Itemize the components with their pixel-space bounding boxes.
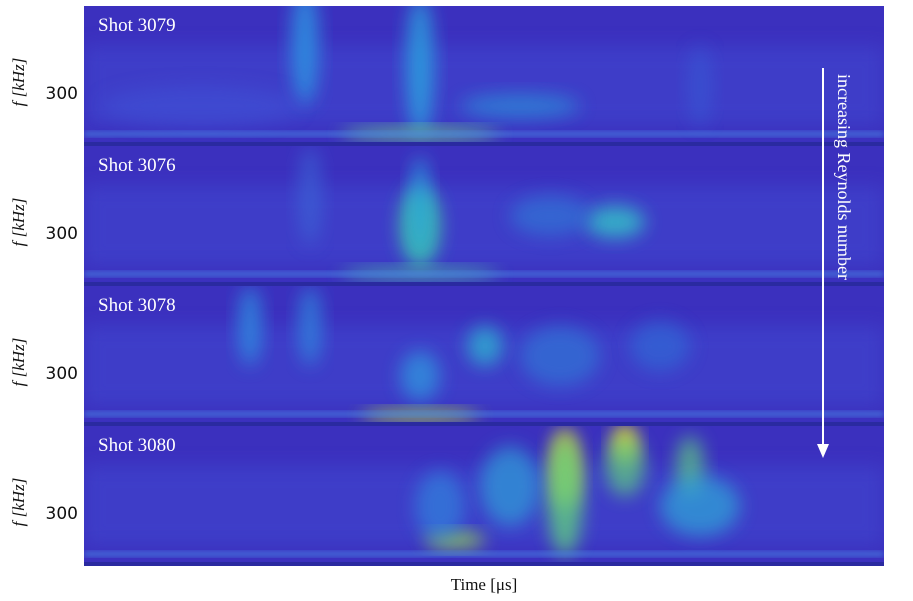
x-axis-label: Time [μs] [451,575,518,594]
spectral-feature [688,46,712,126]
panel: Shot 3079 [84,6,884,146]
spectral-feature [298,286,322,366]
y-axis-label: f [kHz] [9,338,28,387]
spectral-feature [630,321,690,371]
panel-bottom [84,142,884,146]
panel-title: Shot 3080 [98,435,176,456]
panel-bottom [84,562,884,566]
arrow-head [817,444,829,458]
y-tick-label: 300 [46,504,78,524]
panel-title: Shot 3078 [98,295,176,316]
annotation: increasing Reynolds number [834,74,854,280]
y-axis-label: f [kHz] [9,198,28,247]
spectral-feature [460,94,580,118]
panel-glow [84,186,884,266]
spectral-feature [547,436,583,556]
panel-bottom [84,422,884,426]
panels: Shot 3079 300 f [kHz] Shot 3076 300 f [kHz] Sh… [9,6,884,566]
spectral-feature [298,146,322,246]
y-tick-label: 300 [46,84,78,104]
y-axis-label: f [kHz] [9,58,28,107]
low-frequency-band [84,272,884,276]
spectral-feature [480,446,540,526]
panel: Shot 3080 [84,426,884,566]
panel-bottom [84,282,884,286]
y-tick-label: 300 [46,224,78,244]
spectral-feature [400,351,440,401]
y-axis-label: f [kHz] [9,478,28,527]
spectral-feature [520,326,600,386]
spectral-feature [467,326,503,366]
spectral-feature [406,6,434,136]
low-frequency-band [84,132,884,136]
spectral-feature [660,476,740,536]
spectral-feature [585,206,645,238]
low-frequency-band [84,412,884,416]
panel-title: Shot 3079 [98,15,176,36]
spectral-feature [410,156,430,256]
spectral-feature [100,86,300,126]
low-frequency-band [84,552,884,556]
panel-title: Shot 3076 [98,155,176,176]
y-tick-label: 300 [46,364,78,384]
panel: Shot 3078 [84,286,884,426]
spectral-feature [415,471,465,541]
spectral-feature [238,286,262,366]
panel: Shot 3076 [84,146,884,286]
spectral-feature [605,436,645,496]
spectral-feature [510,196,590,236]
spectral-feature [291,6,319,106]
